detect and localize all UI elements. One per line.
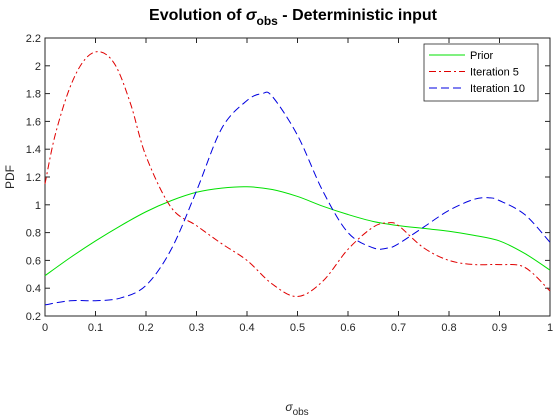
y-tick-label: 2.2: [26, 33, 41, 45]
x-tick-label: 0: [42, 322, 48, 334]
y-tick-label: 0.2: [26, 311, 41, 323]
series-line-iteration-10: [44, 91, 551, 306]
title-main: Evolution of: [149, 7, 246, 24]
x-tick-label: 0.3: [189, 322, 204, 334]
y-axis: 0.2 0.4 0.6 0.8 1 1.2 1.4 1.6 1.8 2 2.2: [26, 33, 550, 323]
legend-label: Iteration 10: [470, 83, 525, 95]
title-subscript: obs: [257, 14, 279, 28]
series-line-iteration-5: [44, 51, 551, 298]
y-tick-label: 0.4: [26, 283, 41, 295]
title-tail: - Deterministic input: [278, 7, 438, 24]
series-group: [44, 51, 551, 306]
x-tick-label: 0.7: [391, 322, 406, 334]
y-tick-label: 1.8: [26, 89, 41, 101]
title-symbol: σ: [246, 7, 258, 24]
x-axis-label: σobs: [285, 400, 308, 418]
y-axis-label: PDF: [3, 165, 17, 189]
x-tick-label: 0.1: [88, 322, 103, 334]
chart-title: Evolution of σobs - Deterministic input: [149, 7, 438, 28]
x-tick-label: 0.9: [492, 322, 507, 334]
x-tick-label: 0.5: [290, 322, 305, 334]
x-tick-label: 0.6: [340, 322, 355, 334]
y-tick-label: 1: [35, 200, 41, 212]
x-tick-label: 1: [547, 322, 553, 334]
y-tick-label: 1.4: [26, 144, 41, 156]
x-tick-label: 0.4: [239, 322, 254, 334]
legend-box: [423, 43, 539, 102]
y-tick-label: 0.8: [26, 228, 41, 240]
legend-label: Prior: [470, 50, 494, 62]
legend: Prior Iteration 5 Iteration 10: [423, 43, 539, 102]
x-axis-label-symbol: σ: [285, 400, 293, 414]
legend-label: Iteration 5: [470, 67, 519, 79]
series-line-prior: [44, 186, 551, 277]
x-axis: 0 0.1 0.2 0.3 0.4 0.5 0.6 0.7 0.8 0.9 1: [42, 38, 553, 334]
x-tick-label: 0.8: [441, 322, 456, 334]
x-tick-label: 0.2: [138, 322, 153, 334]
y-tick-label: 1.2: [26, 172, 41, 184]
x-axis-label-subscript: obs: [293, 407, 309, 418]
y-tick-label: 1.6: [26, 116, 41, 128]
y-tick-label: 2: [35, 61, 41, 73]
y-tick-label: 0.6: [26, 255, 41, 267]
